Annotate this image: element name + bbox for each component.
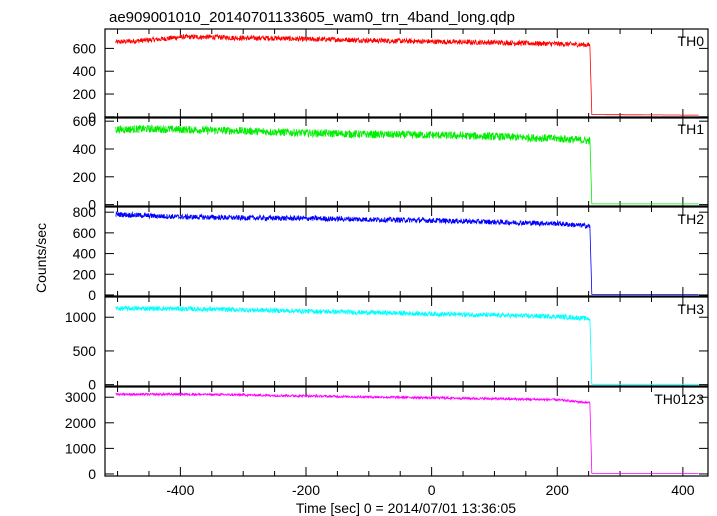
x-tick-label: 0 bbox=[428, 482, 436, 498]
y-tick-label: 0 bbox=[88, 109, 96, 125]
y-tick-label: 3000 bbox=[65, 389, 96, 405]
x-axis-label: Time [sec] 0 = 2014/07/01 13:36:05 bbox=[296, 500, 516, 516]
series-line-th3 bbox=[115, 304, 699, 385]
y-tick-label: 1000 bbox=[65, 440, 96, 456]
panel-frame bbox=[104, 296, 709, 387]
y-tick-label: 600 bbox=[73, 40, 97, 56]
y-tick-label: 200 bbox=[73, 169, 97, 185]
y-tick-label: 200 bbox=[73, 266, 97, 282]
panel-th0: 0 200 400 600 TH0 bbox=[73, 28, 709, 125]
y-tick-label: 500 bbox=[73, 343, 97, 359]
series-label: TH0123 bbox=[654, 391, 704, 407]
y-tick-label: 600 bbox=[73, 225, 97, 241]
panel-th3: 0 500 1000 TH3 bbox=[65, 296, 709, 393]
x-tick-label: 200 bbox=[546, 482, 570, 498]
y-tick-label: 2000 bbox=[65, 415, 96, 431]
chart-title: ae909001010_20140701133605_wam0_trn_4ban… bbox=[109, 9, 515, 26]
y-tick-label: 800 bbox=[73, 204, 97, 220]
panel-frame bbox=[104, 116, 709, 207]
series-label: TH1 bbox=[678, 121, 705, 137]
y-tick-label: 200 bbox=[73, 86, 97, 102]
panel-frame bbox=[104, 206, 709, 297]
y-tick-label: 1000 bbox=[65, 309, 96, 325]
y-tick-label: 0 bbox=[88, 197, 96, 213]
panel-frame bbox=[104, 28, 709, 119]
series-label: TH0 bbox=[678, 33, 705, 49]
x-tick-label: 400 bbox=[671, 482, 695, 498]
y-tick-label: 400 bbox=[73, 246, 97, 262]
series-label: TH3 bbox=[678, 301, 705, 317]
y-axis-label: Counts/sec bbox=[33, 223, 49, 293]
series-line-th2 bbox=[115, 210, 699, 295]
y-tick-label: 400 bbox=[73, 63, 97, 79]
series-line-th0123 bbox=[115, 391, 699, 474]
y-tick-label: 600 bbox=[73, 113, 97, 129]
panel-th2: 0 200 400 600 800 TH2 bbox=[73, 204, 709, 303]
x-tick-label: -200 bbox=[292, 482, 320, 498]
y-tick-label: 400 bbox=[73, 141, 97, 157]
y-tick-label: 0 bbox=[88, 287, 96, 303]
y-tick-label: 0 bbox=[88, 466, 96, 482]
series-line-th1 bbox=[115, 124, 699, 205]
series-line-th0 bbox=[115, 33, 699, 116]
panel-th1: 0 200 400 600 TH1 bbox=[73, 113, 709, 213]
panel-th0123: 0 1000 2000 3000 TH0123 bbox=[65, 386, 709, 482]
x-tick-label: -400 bbox=[166, 482, 194, 498]
y-tick-label: 0 bbox=[88, 377, 96, 393]
panel-frame bbox=[104, 386, 709, 477]
series-label: TH2 bbox=[678, 211, 705, 227]
